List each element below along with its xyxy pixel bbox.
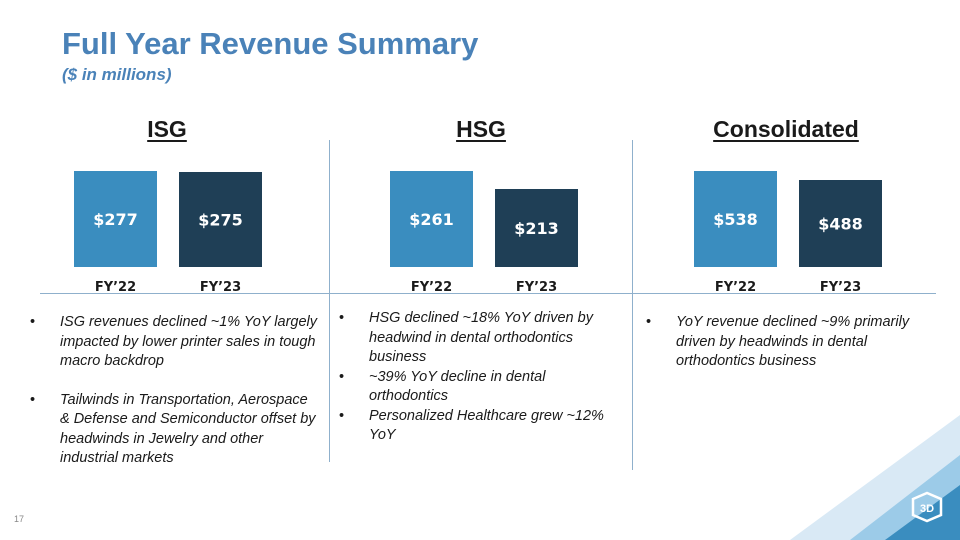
segment-heading-hsg: HSG: [456, 116, 506, 142]
revenue-bar-charts: $277 FY’22 $275 FY’23 $261 FY’22 $213 FY’23 $538…: [74, 171, 882, 295]
hsg-commentary: HSG declined ~18% YoY driven by headwind…: [339, 309, 624, 446]
isg-bullet: ISG revenues declined ~1% YoY largely im…: [30, 313, 320, 372]
isg-category-label: FY’22: [95, 280, 136, 295]
hsg-bar-fy23: [495, 189, 578, 267]
isg-value-label: $275: [198, 211, 243, 230]
isg-value-label: $277: [93, 210, 138, 229]
consolidated-value-label: $488: [818, 215, 863, 234]
hsg-category-label: FY’22: [411, 280, 452, 295]
isg-category-label: FY’23: [200, 280, 241, 295]
consolidated-bullet: YoY revenue declined ~9% primarily drive…: [646, 313, 936, 372]
hsg-bullet: ~39% YoY decline in dental orthodontics: [339, 368, 624, 407]
column-divider-left: [329, 140, 330, 462]
isg-bar-fy23: [179, 172, 262, 267]
page-title: Full Year Revenue Summary: [62, 26, 479, 61]
consolidated-bar-fy22: [694, 171, 777, 267]
segment-heading-isg: ISG: [147, 116, 187, 142]
consolidated-bar-fy23: [799, 180, 882, 267]
page-number: 17: [14, 514, 25, 524]
hsg-value-label: $213: [514, 219, 559, 238]
hsg-category-label: FY’23: [516, 280, 557, 295]
hsg-bullet: Personalized Healthcare grew ~12% YoY: [339, 407, 624, 446]
hsg-bullet: HSG declined ~18% YoY driven by headwind…: [339, 309, 624, 368]
hsg-value-label: $261: [409, 210, 454, 229]
consolidated-category-label: FY’23: [820, 280, 861, 295]
consolidated-value-label: $538: [713, 210, 758, 229]
horizontal-divider: [40, 293, 936, 294]
logo-text: 3D: [920, 503, 934, 515]
segment-heading-consolidated: Consolidated: [713, 116, 859, 142]
isg-bullet: Tailwinds in Transportation, Aerospace &…: [30, 391, 320, 469]
page-subtitle: ($ in millions): [62, 65, 172, 84]
3d-systems-logo-icon: 3D: [911, 491, 943, 523]
isg-bar-fy22: [74, 171, 157, 267]
consolidated-category-label: FY’22: [715, 280, 756, 295]
isg-commentary: ISG revenues declined ~1% YoY largely im…: [30, 313, 320, 469]
hsg-bar-fy22: [390, 171, 473, 267]
column-divider-right: [632, 140, 633, 470]
consolidated-commentary: YoY revenue declined ~9% primarily drive…: [646, 313, 936, 372]
